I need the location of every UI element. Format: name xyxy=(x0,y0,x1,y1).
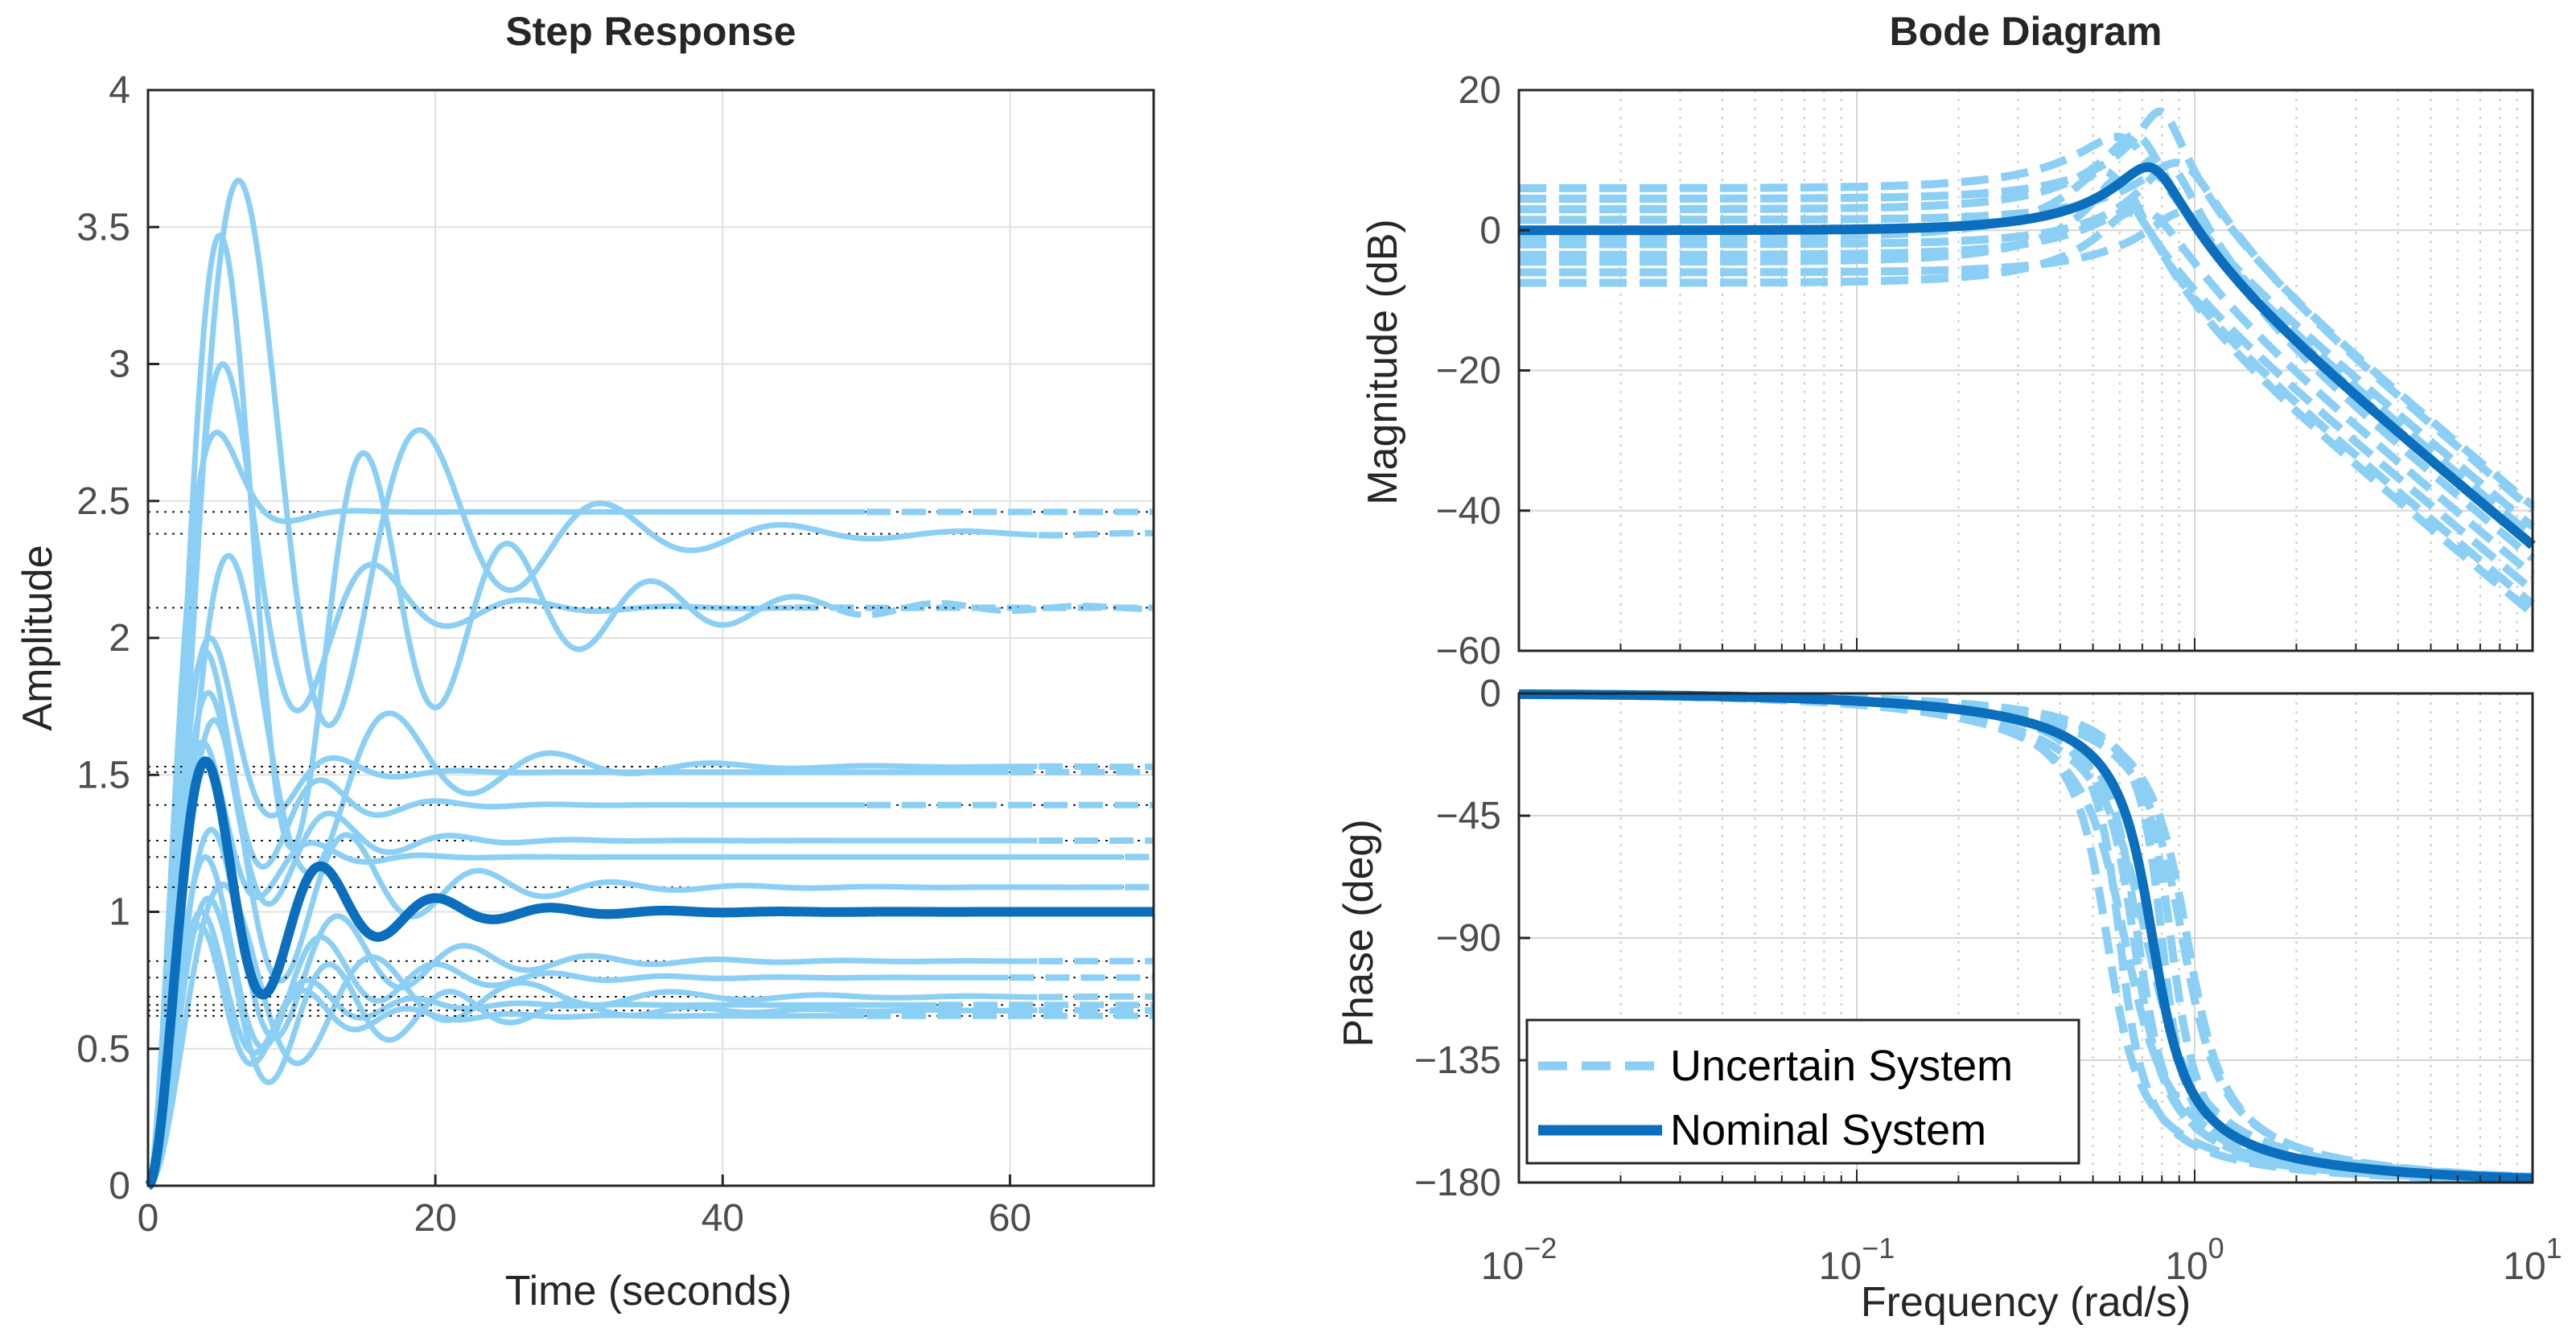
bode-title: Bode Diagram xyxy=(1890,9,2162,54)
step-uncertain-line-6 xyxy=(146,648,866,1188)
step-ticks: 0 20 40 60 0 0.5 1 1.5 2 2.5 3 3.5 4 xyxy=(76,69,1031,1240)
step-uncertain-tail-12 xyxy=(1039,993,1154,1001)
mag-ytick-label: 20 xyxy=(1459,69,1501,112)
step-ytick-label: 2.5 xyxy=(76,480,130,523)
step-xlabel: Time (seconds) xyxy=(505,1268,792,1314)
magnitude-lines xyxy=(1517,107,2536,617)
step-ylabel: Amplitude xyxy=(14,545,61,730)
bode-xtick-exponent: −1 xyxy=(1862,1232,1895,1265)
mag-ylabel: Magnitude (dB) xyxy=(1360,219,1406,505)
step-uncertain-line-11 xyxy=(146,854,1010,1189)
phase-lines xyxy=(1517,689,2534,1184)
step-xtick-label: 60 xyxy=(989,1197,1031,1240)
step-xtick-label: 20 xyxy=(414,1197,456,1240)
mag-nominal-line xyxy=(1517,162,2536,549)
legend-box xyxy=(1525,1018,2080,1165)
step-xtick-label: 40 xyxy=(702,1197,744,1240)
phase-ytick-label: −135 xyxy=(1414,1039,1501,1082)
step-ytick-label: 1 xyxy=(109,891,130,934)
step-uncertain-tail-14 xyxy=(1039,1006,1154,1014)
step-title: Step Response xyxy=(505,9,796,54)
phase-ylabel: Phase (deg) xyxy=(1335,819,1382,1047)
step-uncertain-line-7 xyxy=(146,689,1039,1188)
step-ytick-label: 3.5 xyxy=(76,206,130,249)
phase-ytick-label: 0 xyxy=(1479,673,1501,715)
step-uncertain-line-1 xyxy=(146,177,1039,1189)
legend-nominal-label: Nominal System xyxy=(1670,1106,1986,1154)
phase-ytick-label: −45 xyxy=(1436,795,1501,837)
step-uncertain-line-15 xyxy=(146,923,866,1189)
bode-xlabel: Frequency (rad/s) xyxy=(1861,1279,2191,1326)
step-uncertain-line-10 xyxy=(146,826,1039,1189)
step-uncertain-line-14 xyxy=(146,895,1039,1189)
bode-xtick-label: 100 xyxy=(2165,1232,2224,1288)
mag-ytick-label: 0 xyxy=(1479,209,1501,252)
step-uncertain-line-0 xyxy=(146,430,866,1188)
mag-uncertain-line-9 xyxy=(1519,208,2536,617)
legend: Uncertain System Nominal System xyxy=(1525,1018,2080,1165)
bode-xtick-label: 101 xyxy=(2503,1232,2562,1288)
mag-ytick-label: −60 xyxy=(1436,630,1501,673)
step-xtick-label: 0 xyxy=(138,1197,159,1240)
mag-uncertain-line-7 xyxy=(1519,175,2536,607)
mag-axes-box xyxy=(1517,88,2534,652)
step-uncertain-tail-3 xyxy=(836,599,1154,619)
mag-ticks: 20 0 −20 −40 −60 xyxy=(1436,69,2518,673)
phase-axes-box xyxy=(1517,692,2534,1184)
step-ytick-label: 3 xyxy=(109,343,130,386)
mag-ytick-label: −40 xyxy=(1436,490,1501,533)
step-uncertain-line-9 xyxy=(146,717,1125,1189)
bode-phase-chart: 0 −45 −90 −135 −180 Phase (deg) Frequency (r… xyxy=(1335,673,2562,1326)
step-response-lines xyxy=(144,177,1158,1191)
phase-ytick-label: −90 xyxy=(1436,917,1501,960)
mag-uncertain-line-1 xyxy=(1519,107,2536,509)
step-ytick-label: 0.5 xyxy=(76,1028,130,1071)
legend-uncertain-label: Uncertain System xyxy=(1670,1042,2013,1090)
phase-ytick-label: −180 xyxy=(1414,1162,1501,1204)
bode-magnitude-chart: 20 0 −20 −40 −60 Bode Diagram Magnitude (dB) xyxy=(1360,9,2536,673)
step-nominal-line xyxy=(144,756,1158,1191)
bode-xtick-label: 10−2 xyxy=(1481,1232,1557,1288)
step-ytick-label: 2 xyxy=(109,617,130,660)
mag-uncertain-line-0 xyxy=(1519,132,2536,530)
phase-ticks: 0 −45 −90 −135 −180 xyxy=(1414,673,2518,1204)
mag-uncertain-line-2 xyxy=(1519,131,2536,540)
step-ytick-label: 4 xyxy=(109,69,130,112)
bode-xtick-exponent: −2 xyxy=(1524,1232,1557,1265)
step-uncertain-line-8 xyxy=(146,738,1125,1188)
step-ytick-label: 1.5 xyxy=(76,754,130,796)
step-response-chart: 0 20 40 60 0 0.5 1 1.5 2 2.5 3 3.5 4 Step Response T… xyxy=(14,9,1158,1314)
bode-xtick-exponent: 0 xyxy=(2208,1232,2224,1265)
step-axes-box xyxy=(146,88,1155,1187)
step-uncertain-line-3 xyxy=(146,232,838,1188)
phase-nominal-line xyxy=(1517,689,2534,1183)
step-ytick-label: 0 xyxy=(109,1165,130,1207)
bode-xtick-exponent: 1 xyxy=(2546,1232,2562,1265)
step-uncertain-line-5 xyxy=(146,635,1010,1188)
step-uncertain-tail-1 xyxy=(1038,529,1154,539)
mag-ytick-label: −20 xyxy=(1436,350,1501,393)
